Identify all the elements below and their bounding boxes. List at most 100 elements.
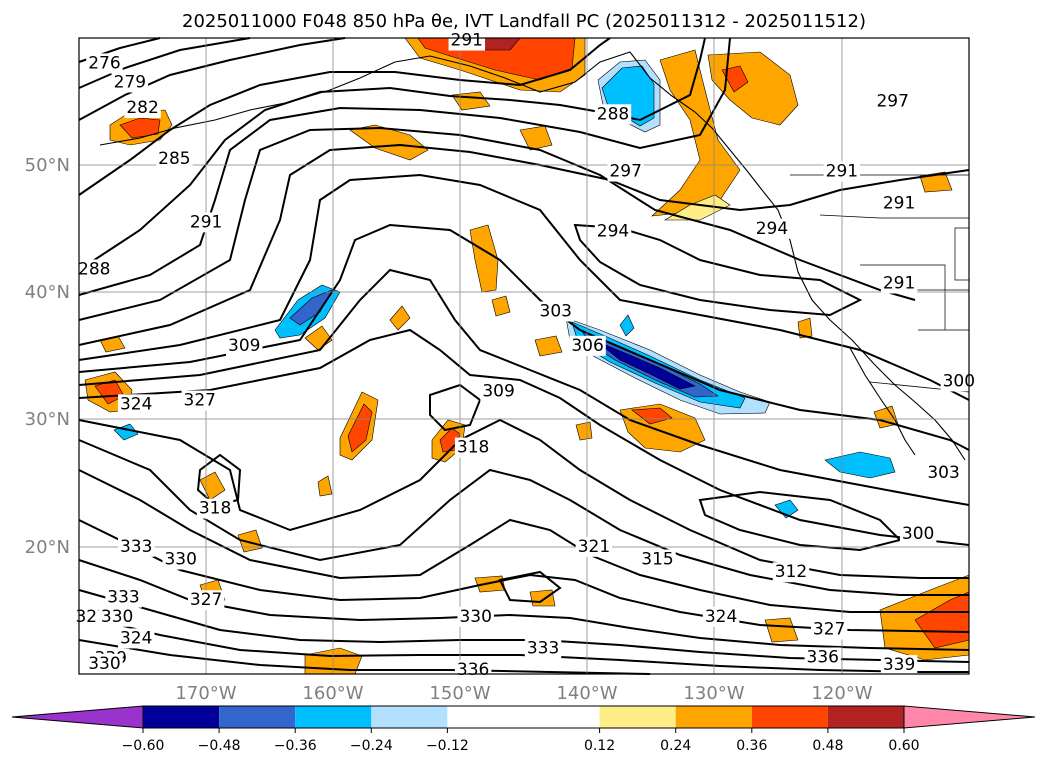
colorbar-swatch-1: [219, 706, 296, 728]
ytick-label-40n: 40°N: [25, 282, 70, 303]
colorbar-tick-label-6: 0.24: [660, 738, 691, 754]
contour-label-13: 291: [883, 273, 915, 293]
contour-label-bg-4: [187, 212, 225, 233]
contour-label-35: 312: [775, 562, 807, 582]
contour-303: [78, 223, 970, 451]
contour-label-bg-27: [105, 587, 142, 608]
contour-279: [78, 37, 251, 89]
positive-region-small-15: [491, 295, 511, 317]
contour-label-14: 297: [876, 92, 908, 112]
contour-label-bg-7: [594, 104, 632, 125]
contour-label-bg-32: [86, 653, 123, 674]
contour-label-bg-34: [639, 549, 676, 570]
contour-label-2: 282: [126, 98, 158, 118]
colorbar-swatch-7: [751, 706, 828, 728]
contour-label-41: 336: [457, 660, 489, 680]
contour-label-bg-33: [575, 536, 613, 557]
positive-region-north-pac: [349, 124, 429, 161]
contour-333: [78, 639, 651, 675]
contour-label-bg-35: [772, 562, 810, 583]
contour-label-bg-9: [594, 221, 632, 242]
xtick-label-120w: 120°W: [811, 683, 872, 704]
contour-label-10: 294: [756, 219, 788, 239]
xtick-label-130w: 130°W: [683, 683, 744, 704]
colorbar-swatch-5: [599, 706, 676, 728]
contour-label-20: 327: [184, 391, 216, 411]
contour-label-39: 333: [527, 639, 559, 659]
negative-region-small-1: [619, 314, 635, 337]
contour-label-43: 300: [902, 524, 934, 544]
contour-330: [78, 614, 969, 673]
colorbar-tick-label-2: −0.36: [274, 738, 317, 754]
contour-291: [78, 37, 731, 296]
contour-label-11: 291: [826, 162, 858, 182]
contour-label-bg-21: [117, 394, 155, 415]
colorbar-under-extension: [11, 705, 144, 729]
contour-label-24: 333: [120, 537, 152, 557]
contour-label-7: 288: [597, 104, 629, 124]
contour-label-30: 324: [120, 628, 152, 648]
contour-label-25: 330: [164, 550, 196, 570]
map-frame: [78, 37, 970, 675]
positive-region-small-12: [919, 171, 953, 193]
ytick-label-50n: 50°N: [25, 155, 70, 176]
xtick-label-170w: 170°W: [175, 683, 236, 704]
positive-region-npac-2: [519, 125, 553, 151]
contour-label-bg-3: [156, 148, 193, 169]
contour-label-bg-30: [117, 628, 155, 649]
colorbar-tick-label-9: 0.60: [888, 738, 919, 754]
y-axis-ticks: 50°N 40°N 30°N 20°N: [25, 155, 70, 558]
contour-label-15: 300: [943, 371, 975, 391]
contour-label-9: 294: [597, 221, 629, 241]
contour-label-36: 330: [459, 607, 491, 627]
contour-label-33: 321: [578, 537, 610, 557]
contour-label-bg-1: [111, 72, 149, 93]
contour-label-bg-26: [187, 590, 225, 611]
contour-loop-5: [498, 570, 562, 604]
colorbar-swatch-8: [827, 706, 904, 728]
colorbar-swatch-6: [675, 706, 752, 728]
ytick-label-20n: 20°N: [25, 537, 70, 558]
contour-label-37: 324: [705, 607, 737, 627]
positive-region-mid-1: [469, 224, 499, 293]
positive-region-small-16: [575, 421, 593, 441]
gridlines: [79, 38, 969, 674]
contour-label-38: 327: [813, 619, 845, 639]
positive-region-s-4: [529, 589, 556, 607]
contour-label-bg-36: [457, 606, 494, 627]
contour-label-bg-40: [804, 647, 842, 668]
contour-label-bg-6: [448, 30, 486, 51]
positive-region-small-14: [317, 475, 333, 497]
contour-306: [78, 268, 970, 506]
contour-label-21: 324: [120, 394, 152, 414]
contour-label-29: 330: [101, 607, 133, 627]
shaded-regions: [84, 37, 970, 675]
colorbar-tick-label-1: −0.48: [198, 738, 241, 754]
alaska-coast: [99, 51, 763, 191]
contour-285: [78, 37, 611, 196]
contour-label-bg-23: [196, 498, 234, 519]
contour-label-bg-38: [810, 619, 848, 640]
contour-label-34: 315: [641, 550, 673, 570]
contour-297: [78, 143, 970, 346]
contour-label-22: 318: [457, 438, 489, 458]
state-lines: [819, 214, 970, 331]
contour-label-bg-15: [940, 371, 978, 392]
contour-label-bg-42: [880, 655, 918, 676]
contour-label-1: 279: [114, 73, 146, 93]
colorbar-swatch-2: [295, 706, 372, 728]
contour-loop-2: [573, 223, 863, 317]
contour-loop-3: [698, 490, 902, 552]
positive-region-center-1-strong: [347, 403, 373, 453]
xtick-label-150w: 150°W: [429, 683, 490, 704]
contour-label-bg-29: [98, 606, 136, 627]
contour-label-bg-14: [874, 91, 911, 112]
positive-region-s-5: [764, 617, 799, 643]
contour-label-bg-16: [537, 301, 575, 322]
contour-315: [78, 439, 969, 596]
contour-label-bg-20: [181, 390, 219, 411]
x-axis-ticks: 170°W 160°W 150°W 140°W 130°W 120°W: [175, 683, 872, 704]
